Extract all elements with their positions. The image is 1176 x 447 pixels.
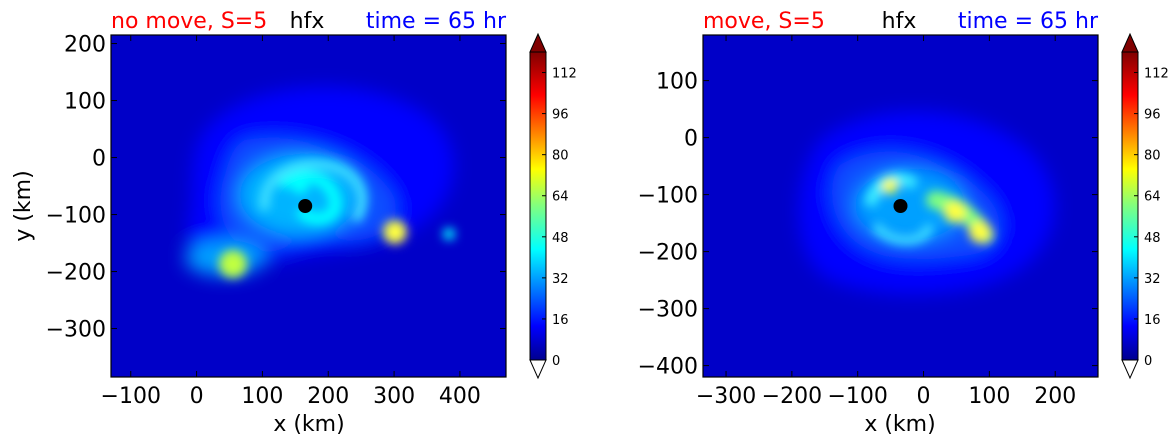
y-tick-label: −300 xyxy=(638,298,698,323)
colorbar-left: 0 16 32 48 64 80 96 112 xyxy=(529,32,577,380)
title-right-time: time = 65 hr xyxy=(958,9,1099,34)
y-ticks-right: 100 0 −100 −200 −300 −400 xyxy=(638,70,1098,380)
y-tick-label: 0 xyxy=(684,127,698,152)
title-left-variable: hfx xyxy=(290,9,325,34)
field-feature-1 xyxy=(383,220,407,244)
field-arc-left xyxy=(259,159,367,223)
colorbar-right: 0 16 32 48 64 80 96 112 xyxy=(1121,32,1169,380)
x-tick-label: 200 xyxy=(307,384,349,409)
field-left-detail xyxy=(219,159,455,278)
x-tick-label: −300 xyxy=(696,384,756,409)
colorbar-tick-label: 96 xyxy=(1144,108,1161,123)
colorbar-tick-label: 96 xyxy=(552,108,569,123)
x-ticks-left: −100 0 100 200 300 400 xyxy=(101,35,481,409)
y-tick-label: −100 xyxy=(638,184,698,209)
x-tick-label: −100 xyxy=(827,384,887,409)
storm-center-right xyxy=(893,199,908,213)
colorbar-right-extend-max xyxy=(1121,32,1139,53)
colorbar-tick-label: 32 xyxy=(552,272,569,287)
title-left-time: time = 65 hr xyxy=(366,9,507,34)
x-tick-label: 100 xyxy=(241,384,283,409)
plot-area-right xyxy=(703,35,1098,377)
x-axis-label-left: x (km) xyxy=(273,412,344,437)
colorbar-right-extend-min xyxy=(1121,359,1139,380)
colorbar-tick-label: 80 xyxy=(1144,149,1161,164)
title-right-case: move, S=5 xyxy=(703,9,825,34)
y-tick-label: −200 xyxy=(46,261,106,286)
title-right-variable: hfx xyxy=(882,9,917,34)
x-tick-label: 300 xyxy=(373,384,415,409)
x-tick-label: 200 xyxy=(1034,384,1076,409)
x-tick-label: 0 xyxy=(190,384,204,409)
colorbar-tick-label: 32 xyxy=(1144,272,1161,287)
x-axis-label-right: x (km) xyxy=(864,412,935,437)
y-tick-label: 200 xyxy=(64,33,106,58)
field-feature-7 xyxy=(882,178,898,194)
field-right-detail xyxy=(864,172,994,245)
x-tick-label: 400 xyxy=(439,384,481,409)
x-tick-label: 100 xyxy=(968,384,1010,409)
title-left-case: no move, S=5 xyxy=(111,9,267,34)
colorbar-tick-label: 64 xyxy=(1144,190,1161,205)
colorbar-tick-label: 112 xyxy=(552,67,577,82)
y-tick-label: −300 xyxy=(46,318,106,343)
colorbar-tick-label: 64 xyxy=(552,190,569,205)
y-tick-label: 100 xyxy=(64,90,106,115)
colorbar-tick-label: 48 xyxy=(1144,231,1161,246)
colorbar-left-extend-max xyxy=(529,32,547,53)
field-feature-6 xyxy=(969,221,991,243)
field-feature-5 xyxy=(944,201,966,223)
panel-right: move, S=5 hfx time = 65 hr 1000−100−200−… xyxy=(638,9,1169,437)
colorbar-tick-label: 16 xyxy=(1144,313,1161,328)
field-feature-3 xyxy=(443,228,455,240)
storm-center-left xyxy=(298,199,313,213)
x-ticks-right: −300 −200 −100 0 100 200 xyxy=(696,35,1076,409)
plot-frame-right xyxy=(702,34,1099,378)
colorbar-left-extend-min xyxy=(529,359,547,380)
colorbar-left-bar xyxy=(529,51,547,361)
y-axis-label-left: y (km) xyxy=(11,170,36,241)
y-tick-label: −200 xyxy=(638,241,698,266)
x-tick-label: −100 xyxy=(101,384,161,409)
field-arc-right xyxy=(871,221,935,245)
colorbar-tick-label: 112 xyxy=(1144,67,1169,82)
plot-area-left xyxy=(111,35,506,377)
y-tick-label: 0 xyxy=(92,147,106,172)
colorbar-right-bar xyxy=(1121,51,1139,361)
colorbar-tick-label: 80 xyxy=(552,149,569,164)
y-tick-label: −100 xyxy=(46,204,106,229)
y-ticks-left: 200 100 0 −100 −200 −300 xyxy=(46,33,506,343)
plot-frame-left xyxy=(110,34,507,378)
colorbar-tick-label: 0 xyxy=(1144,354,1152,369)
colorbar-tick-label: 48 xyxy=(552,231,569,246)
y-tick-label: 100 xyxy=(656,70,698,95)
colorbar-tick-label: 0 xyxy=(552,354,560,369)
x-tick-label: 0 xyxy=(917,384,931,409)
field-feature-2 xyxy=(219,250,247,278)
colorbar-tick-label: 16 xyxy=(552,313,569,328)
x-tick-label: −200 xyxy=(762,384,822,409)
field-feature-4 xyxy=(291,176,309,194)
y-tick-label: −400 xyxy=(638,355,698,380)
